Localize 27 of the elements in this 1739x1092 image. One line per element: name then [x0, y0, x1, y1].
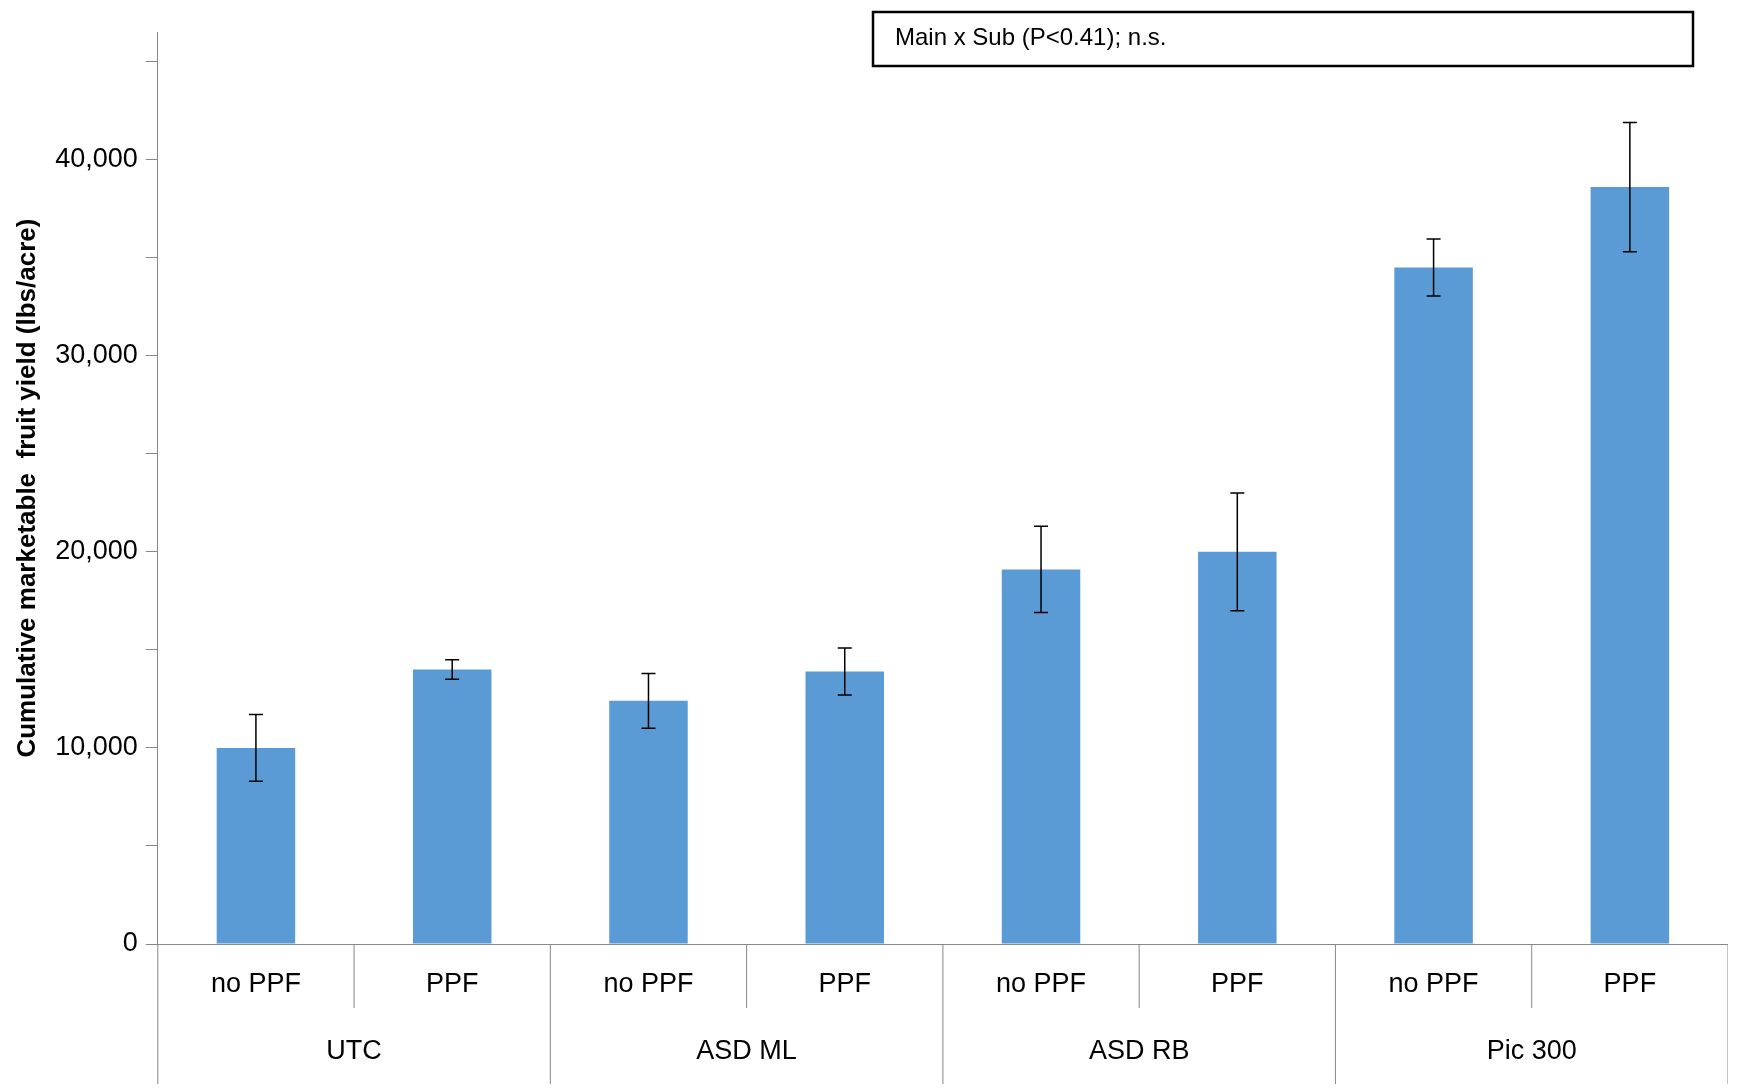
y-tick-label: 0 [122, 927, 138, 958]
bar [216, 747, 296, 944]
bar [609, 700, 688, 944]
y-tick-label: 20,000 [55, 535, 138, 566]
x-tick-label: PPF [818, 967, 872, 998]
y-axis-title: Cumulative marketable fruit yield (lbs/acre) [10, 218, 41, 758]
y-tick-label: 10,000 [55, 731, 138, 762]
y-tick-label: 30,000 [55, 339, 138, 370]
bar [805, 671, 885, 944]
y-tick-label: 40,000 [55, 143, 138, 174]
text: Pic 300 [1486, 1035, 1577, 1066]
bar [1001, 569, 1081, 944]
annotation: Main x Sub (P<0.41); n.s. [895, 22, 1167, 50]
x-tick-label: PPF [425, 967, 479, 998]
bar [1590, 187, 1670, 944]
x-tick-label: PPF [1211, 967, 1264, 998]
x-tick-label: no PPF [1388, 967, 1479, 998]
bar [1198, 551, 1277, 944]
text: ASD RB [1088, 1035, 1190, 1066]
x-tick-label: no PPF [603, 967, 694, 998]
bar [412, 669, 492, 944]
text: UTC [326, 1035, 382, 1066]
text: ASD ML [696, 1035, 797, 1066]
x-tick-label: no PPF [210, 967, 301, 998]
x-tick-label: PPF [1603, 967, 1657, 998]
bar [1394, 267, 1473, 944]
x-tick-label: no PPF [996, 967, 1087, 998]
